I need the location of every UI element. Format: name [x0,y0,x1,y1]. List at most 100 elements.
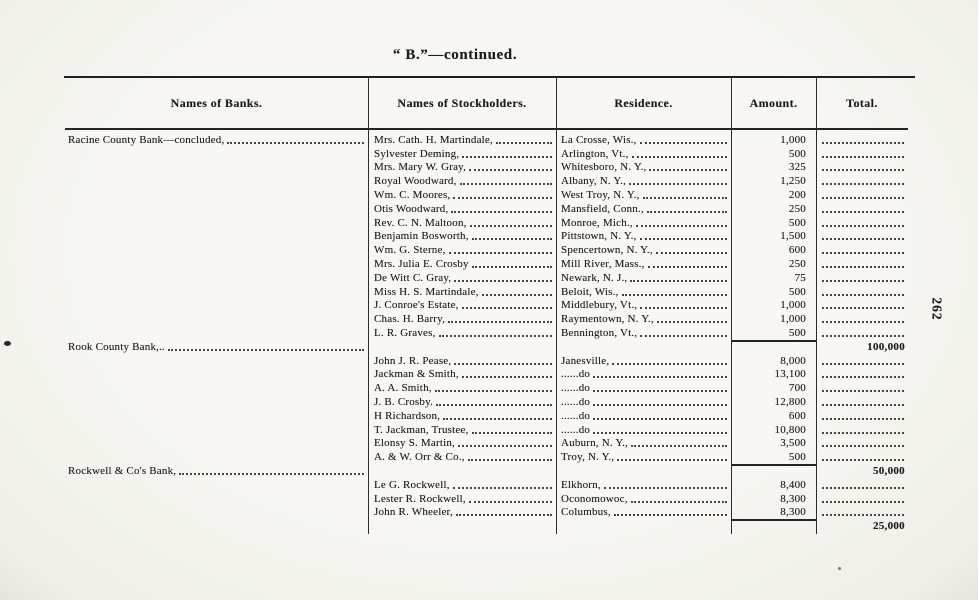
residence-cell: Whitesboro, N. Y., [556,161,731,175]
cell-text: 500 [788,326,806,339]
total-cell [816,381,908,395]
total-cell [816,450,908,464]
dot-leader [631,155,727,158]
amount-cell: 325 [731,161,816,175]
column-header-amount: Amount. [731,78,816,130]
table-row: Elonsy S. Martin, Auburn, N. Y., 3,500 [65,437,908,451]
amount-cell: 500 [731,216,816,230]
cell-text: 3,500 [780,437,806,450]
cell-text: 700 [788,382,806,395]
amount-cell: 500 [731,450,816,464]
total-cell [816,161,908,175]
residence-cell: Mill River, Mass., [556,257,731,271]
stockholder-cell: T. Jackman, Trustee, [368,423,556,437]
cell-text: Otis Woodward, [374,202,449,215]
stockholder-cell: Lester R. Rockwell, [368,492,556,506]
bank-cell [65,147,368,161]
cell-text: Beloit, Wis., [561,285,619,298]
dot-leader [822,155,904,158]
bank-cell [65,161,368,175]
dot-leader [630,445,727,448]
dot-leader [822,362,904,365]
residence-cell: Beloit, Wis., [556,285,731,299]
stockholder-cell: Mrs. Mary W. Gray, [368,161,556,175]
cell-text: Auburn, N. Y., [561,437,628,450]
total-cell [816,492,908,506]
dot-leader [647,265,727,268]
cell-text: 10,800 [774,423,806,436]
total-cell [816,147,908,161]
cell-text: Royal Woodward, [374,175,457,188]
amount-cell: 1,000 [731,312,816,326]
dot-leader [179,472,364,475]
table-row: T. Jackman, Trustee, ......do 10,800 [65,423,908,437]
residence-cell: Oconomowoc, [556,492,731,506]
bank-cell [65,409,368,423]
page-number: 262 [929,297,945,321]
table-row: L. R. Graves, Bennington, Vt., 500 [65,326,908,340]
stockholder-cell: Otis Woodward, [368,202,556,216]
column-divider [816,78,817,534]
dot-leader [454,362,552,365]
total-cell: 100,000 [816,340,908,354]
bank-cell [65,395,368,409]
dot-leader [593,431,727,434]
residence-cell: Auburn, N. Y., [556,437,731,451]
amount-cell: 1,500 [731,230,816,244]
cell-text: A. & W. Orr & Co., [374,451,465,464]
cell-text: Racine County Bank—concluded, [68,133,225,146]
cell-text: Oconomowoc, [561,492,628,505]
stockholder-cell: Le G. Rockwell, [368,478,556,492]
cell-text: 600 [788,409,806,422]
table-header-row: Names of Banks. Names of Stockholders. R… [65,78,908,130]
table-row: 25,000 [65,519,908,533]
dot-leader [593,417,727,420]
cell-text: Rockwell & Co's Bank, [68,464,177,477]
total-cell [816,202,908,216]
cell-text: Columbus, [561,506,611,519]
cell-text: 50,000 [872,464,905,477]
dot-leader [603,486,727,489]
cell-text: Jackman & Smith, [374,368,459,381]
amount-cell: 8,300 [731,506,816,520]
amount-cell: 500 [731,326,816,340]
stockholder-cell: Wm. C. Moores, [368,188,556,202]
dot-leader [822,459,904,462]
cell-text: 325 [788,161,806,174]
stockholder-cell: Benjamin Bosworth, [368,230,556,244]
bank-cell [65,450,368,464]
cell-text: Elkhorn, [561,478,601,491]
cell-text: T. Jackman, Trustee, [374,423,469,436]
dot-leader [436,403,552,406]
bank-cell [65,188,368,202]
cell-text: 8,000 [780,354,806,367]
cell-text: 200 [788,188,806,201]
cell-text: ......do [561,395,591,408]
amount-cell: 1,000 [731,133,816,147]
dot-leader [593,376,727,379]
residence-cell: Mansfield, Conn., [556,202,731,216]
stockholder-cell: J. B. Crosby. [368,395,556,409]
total-cell [816,188,908,202]
amount-cell: 700 [731,381,816,395]
residence-cell [556,464,731,478]
dot-leader [617,459,727,462]
dot-leader [822,183,904,186]
cell-text: ......do [561,382,591,395]
residence-cell: ......do [556,409,731,423]
dot-leader [471,265,552,268]
table-row: Mrs. Julia E. Crosby Mill River, Mass., … [65,257,908,271]
table-row: A. & W. Orr & Co., Troy, N. Y., 500 [65,450,908,464]
stockholder-cell [368,519,556,533]
bank-cell [65,423,368,437]
dot-leader [822,196,904,199]
cell-text: 500 [788,216,806,229]
residence-cell: Bennington, Vt., [556,326,731,340]
cell-text: Mansfield, Conn., [561,202,644,215]
cell-text: Mrs. Julia E. Crosby [374,257,469,270]
cell-text: ......do [561,368,591,381]
table-row: John R. Wheeler, Columbus, 8,300 [65,506,908,520]
table-row: Benjamin Bosworth, Pittstown, N. Y., 1,5… [65,230,908,244]
table-row: Lester R. Rockwell, Oconomowoc, 8,300 [65,492,908,506]
cell-text: H Richardson, [374,409,441,422]
